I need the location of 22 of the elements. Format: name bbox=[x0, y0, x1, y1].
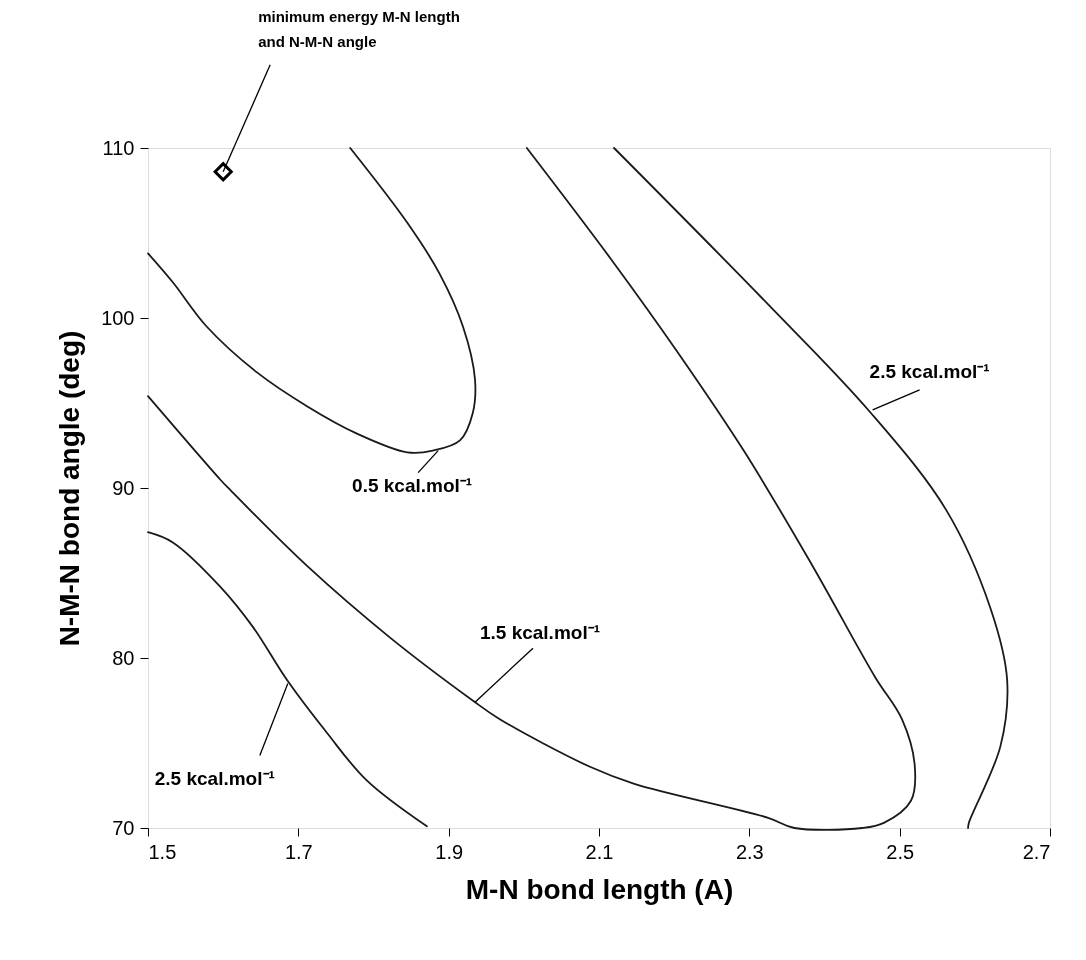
x-tick-label: 2.1 bbox=[585, 840, 614, 863]
x-axis-title: M-N bond length (A) bbox=[465, 873, 734, 905]
annotation: 1.5 kcal.mol⁻¹ bbox=[479, 622, 601, 644]
x-tick-label: 2.3 bbox=[735, 840, 764, 863]
x-tick-label: 2.7 bbox=[1022, 840, 1051, 863]
y-tick-label: 70 bbox=[112, 816, 135, 839]
x-tick-label: 1.9 bbox=[435, 840, 464, 863]
annotation: 0.5 kcal.mol⁻¹ bbox=[352, 474, 473, 496]
annotation: 2.5 kcal.mol⁻¹ bbox=[154, 767, 275, 789]
y-tick-label: 80 bbox=[112, 646, 135, 669]
y-axis-title: N-M-N bond angle (deg) bbox=[54, 330, 86, 647]
y-tick-label: 100 bbox=[101, 306, 135, 329]
y-tick-label: 110 bbox=[102, 136, 135, 159]
annotation: 2.5 kcal.mol⁻¹ bbox=[869, 360, 990, 382]
x-tick-label: 1.5 bbox=[148, 840, 177, 863]
y-tick-label: 90 bbox=[112, 476, 135, 499]
line-series bbox=[147, 147, 477, 454]
x-tick-label: 2.5 bbox=[886, 840, 915, 863]
annotation: minimum energy M-N length and N-M-N angle bbox=[258, 7, 460, 50]
line-series bbox=[613, 147, 1009, 829]
line-series bbox=[147, 531, 428, 828]
x-tick-label: 1.7 bbox=[284, 840, 313, 863]
